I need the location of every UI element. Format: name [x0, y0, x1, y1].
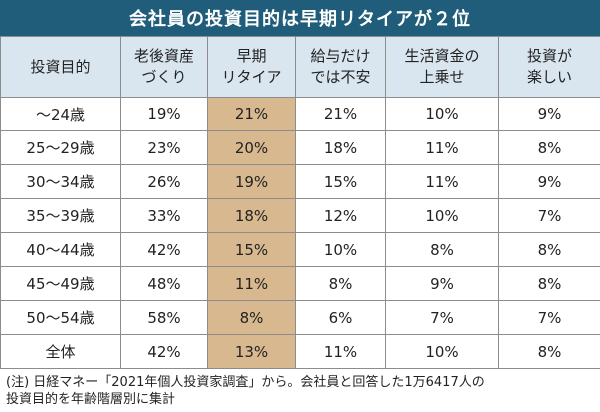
table-row: 50～54歳 58% 8% 6% 7% 7%	[0, 300, 600, 335]
table-cell: 10%	[295, 232, 386, 267]
highlighted-cell: 8%	[207, 300, 296, 335]
table-cell: 7%	[385, 300, 499, 335]
row-label: 45～49歳	[0, 266, 121, 301]
highlighted-cell: 18%	[207, 198, 296, 233]
table-cell: 9%	[498, 97, 600, 131]
table-row: 35～39歳 33% 18% 12% 10% 7%	[0, 198, 600, 233]
header-row: 投資目的 老後資産 づくり 早期 リタイア 給与だけ では不安 生活資金の 上乗せ 投資…	[0, 36, 600, 98]
footnote-line-1: (注) 日経マネー「2021年個人投資家調査」から。会社員と回答した1万6417…	[6, 375, 485, 390]
highlighted-cell: 21%	[207, 97, 296, 131]
table-row-total: 全体 42% 13% 11% 10% 8%	[0, 334, 600, 369]
table-cell: 42%	[120, 232, 208, 267]
table-cell: 11%	[385, 164, 499, 199]
table-cell: 23%	[120, 130, 208, 165]
table-cell: 26%	[120, 164, 208, 199]
table-row: 45～49歳 48% 11% 8% 9% 8%	[0, 266, 600, 301]
table-row: 40～44歳 42% 15% 10% 8% 8%	[0, 232, 600, 267]
footnote: (注) 日経マネー「2021年個人投資家調査」から。会社員と回答した1万6417…	[6, 374, 596, 408]
header-living-supplement: 生活資金の 上乗せ	[385, 36, 499, 98]
table-cell: 42%	[120, 334, 208, 369]
highlighted-cell: 20%	[207, 130, 296, 165]
highlighted-cell: 15%	[207, 232, 296, 267]
table-cell: 9%	[498, 164, 600, 199]
row-label: 25～29歳	[0, 130, 121, 165]
table-cell: 11%	[295, 334, 386, 369]
table-cell: 10%	[385, 198, 499, 233]
row-label: ～24歳	[0, 97, 121, 131]
table-cell: 8%	[385, 232, 499, 267]
table-title: 会社員の投資目的は早期リタイアが２位	[0, 0, 600, 36]
table-cell: 8%	[498, 334, 600, 369]
row-label: 40～44歳	[0, 232, 121, 267]
table-cell: 18%	[295, 130, 386, 165]
header-salary-insufficient: 給与だけ では不安	[295, 36, 386, 98]
header-retirement-assets: 老後資産 づくり	[120, 36, 208, 98]
header-investment-purpose: 投資目的	[0, 36, 121, 98]
table-cell: 33%	[120, 198, 208, 233]
investment-purpose-table: 投資目的 老後資産 づくり 早期 リタイア 給与だけ では不安 生活資金の 上乗せ 投資…	[0, 36, 600, 369]
table-cell: 8%	[498, 266, 600, 301]
row-label: 30～34歳	[0, 164, 121, 199]
table-cell: 7%	[498, 198, 600, 233]
table-cell: 8%	[295, 266, 386, 301]
table-cell: 12%	[295, 198, 386, 233]
table-cell: 10%	[385, 334, 499, 369]
table-cell: 10%	[385, 97, 499, 131]
table-row: ～24歳 19% 21% 21% 10% 9%	[0, 97, 600, 131]
table-cell: 11%	[385, 130, 499, 165]
table-cell: 8%	[498, 232, 600, 267]
table-cell: 7%	[498, 300, 600, 335]
table-cell: 58%	[120, 300, 208, 335]
row-label: 35～39歳	[0, 198, 121, 233]
table-row: 30～34歳 26% 19% 15% 11% 9%	[0, 164, 600, 199]
footnote-line-2: 投資目的を年齢階層別に集計	[6, 392, 176, 407]
table-row: 25～29歳 23% 20% 18% 11% 8%	[0, 130, 600, 165]
row-label: 50～54歳	[0, 300, 121, 335]
table-cell: 48%	[120, 266, 208, 301]
header-early-retirement: 早期 リタイア	[207, 36, 296, 98]
table-cell: 8%	[498, 130, 600, 165]
table-cell: 19%	[120, 97, 208, 131]
header-investing-fun: 投資が 楽しい	[498, 36, 600, 98]
table-cell: 6%	[295, 300, 386, 335]
table-cell: 21%	[295, 97, 386, 131]
highlighted-cell: 19%	[207, 164, 296, 199]
highlighted-cell: 13%	[207, 334, 296, 369]
table-cell: 9%	[385, 266, 499, 301]
highlighted-cell: 11%	[207, 266, 296, 301]
row-label: 全体	[0, 334, 121, 369]
table-cell: 15%	[295, 164, 386, 199]
